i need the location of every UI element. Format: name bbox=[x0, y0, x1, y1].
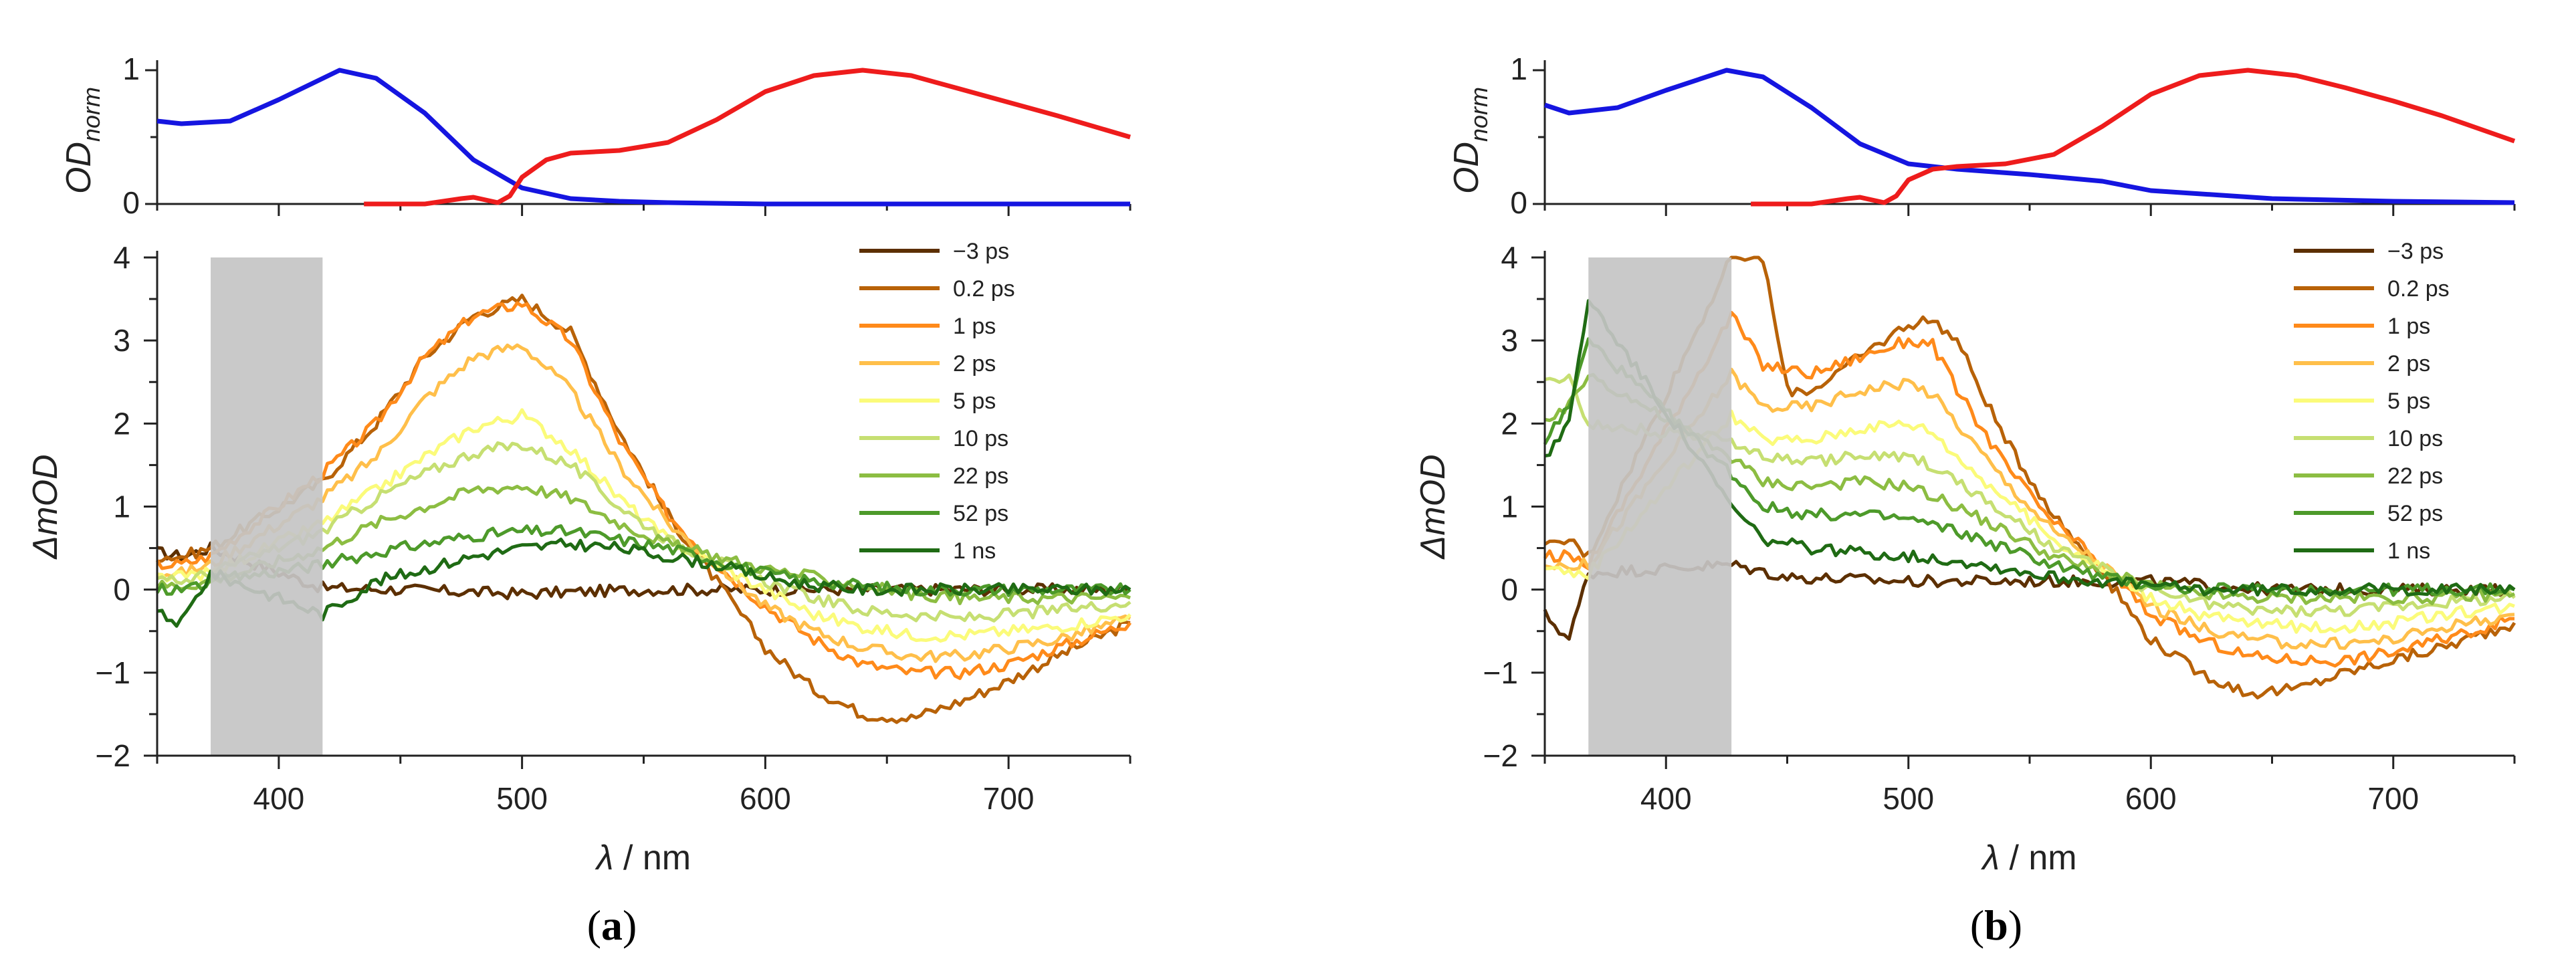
bottom-y-tick-label: 2 bbox=[1501, 406, 1518, 441]
excluded-region-box bbox=[211, 257, 323, 756]
bottom-x-tick-label: 600 bbox=[2125, 781, 2177, 816]
bottom-y-tick-label: 3 bbox=[113, 323, 130, 358]
panel-label-letter: a bbox=[601, 901, 623, 949]
bottom-x-axis-title: λ / nm bbox=[1980, 839, 2076, 877]
legend-label: 10 ps bbox=[2387, 426, 2443, 451]
top-y-axis-title-main: OD bbox=[60, 142, 98, 194]
legend-label: 22 ps bbox=[953, 463, 1008, 489]
legend-label: −3 ps bbox=[953, 239, 1009, 264]
panel-label-close: ) bbox=[623, 901, 637, 949]
top-plot: 0 1 ODnorm bbox=[1447, 51, 2516, 220]
top-series-absorption bbox=[1543, 68, 2515, 205]
bottom-y-axis-title: ΔmOD bbox=[1414, 454, 1453, 560]
legend-label: 2 ps bbox=[953, 351, 996, 376]
top-series-absorption bbox=[156, 68, 1130, 207]
bottom-x-axis-title: λ / nm bbox=[595, 839, 691, 877]
legend-label: −3 ps bbox=[2387, 239, 2444, 264]
top-series-emission bbox=[364, 68, 1131, 207]
legend-label: 1 ps bbox=[953, 314, 996, 339]
bottom-y-tick-label: 1 bbox=[113, 490, 130, 524]
legend-label: 2 ps bbox=[2387, 351, 2430, 376]
panel-label-open: ( bbox=[587, 901, 601, 949]
bottom-x-tick-label: 500 bbox=[1883, 781, 1934, 816]
bottom-y-tick-label: 0 bbox=[1501, 572, 1518, 607]
bottom-y-tick-label: 4 bbox=[113, 240, 130, 275]
x-axis-title-symbol: λ bbox=[595, 839, 614, 877]
bottom-y-tick-label: −1 bbox=[1483, 655, 1518, 690]
panel-b: 0 1 ODnorm 400 500 600 700 −2 −1 0 1 2 3 4 ΔmOD λ / nm −… bbox=[1414, 51, 2516, 949]
bottom-x-tick-label: 700 bbox=[983, 781, 1035, 816]
top-y-tick-label: 0 bbox=[1510, 185, 1527, 220]
x-axis-title-unit: / nm bbox=[2000, 839, 2077, 877]
bottom-x-tick-label: 700 bbox=[2367, 781, 2419, 816]
top-series-emission bbox=[1751, 68, 2516, 207]
top-y-axis-title-main: OD bbox=[1447, 142, 1486, 194]
top-y-axis-title-sub: norm bbox=[1465, 87, 1493, 142]
panel-label-close: ) bbox=[2008, 901, 2022, 949]
legend-label: 1 ns bbox=[2387, 538, 2430, 564]
bottom-y-tick-label: 0 bbox=[113, 572, 130, 607]
x-axis-title-symbol: λ bbox=[1980, 839, 2000, 877]
bottom-y-tick-label: −2 bbox=[96, 738, 130, 773]
legend-label: 0.2 ps bbox=[953, 276, 1015, 302]
legend-label: 52 ps bbox=[2387, 501, 2443, 526]
panel-label-open: ( bbox=[1970, 901, 1984, 949]
bottom-y-tick-label: 1 bbox=[1501, 490, 1518, 524]
legend-label: 1 ns bbox=[953, 538, 996, 564]
bottom-x-tick-label: 400 bbox=[253, 781, 305, 816]
bottom-y-tick-label: −1 bbox=[96, 655, 130, 690]
legend: −3 ps 0.2 ps 1 ps 2 ps 5 ps 10 ps 22 ps 52 ps 1 … bbox=[859, 239, 1015, 564]
bottom-plot: 400 500 600 700 −2 −1 0 1 2 3 4 ΔmOD λ / nm −3 ps 0.2 … bbox=[26, 239, 1132, 877]
bottom-x-tick-label: 600 bbox=[740, 781, 791, 816]
panel-label-letter: b bbox=[1984, 901, 2008, 949]
bottom-y-tick-label: −2 bbox=[1483, 738, 1518, 773]
bottom-x-tick-label: 400 bbox=[1640, 781, 1692, 816]
legend-label: 22 ps bbox=[2387, 463, 2443, 489]
x-axis-title-unit: / nm bbox=[614, 839, 691, 877]
panel-a: 0 1 ODnorm 400 500 600 700 −2 −1 0 1 2 3 4 ΔmOD λ / nm −… bbox=[26, 51, 1132, 949]
bottom-y-tick-label: 2 bbox=[113, 406, 130, 441]
panel-label: (b) bbox=[1970, 901, 2022, 949]
top-y-axis-title-sub: norm bbox=[78, 87, 105, 142]
top-plot: 0 1 ODnorm bbox=[60, 51, 1132, 220]
legend-label: 0.2 ps bbox=[2387, 276, 2450, 302]
top-y-tick-label: 0 bbox=[122, 185, 140, 220]
top-y-tick-label: 1 bbox=[122, 51, 140, 86]
panel-label: (a) bbox=[587, 901, 637, 949]
bottom-y-tick-label: 3 bbox=[1501, 323, 1518, 358]
excluded-region-box bbox=[1588, 257, 1732, 756]
bottom-plot: 400 500 600 700 −2 −1 0 1 2 3 4 ΔmOD λ / nm −3 ps 0.2 … bbox=[1414, 239, 2516, 877]
legend-label: 52 ps bbox=[953, 501, 1008, 526]
top-y-axis-title: ODnorm bbox=[60, 87, 105, 194]
top-y-axis-title: ODnorm bbox=[1447, 87, 1493, 194]
legend: −3 ps 0.2 ps 1 ps 2 ps 5 ps 10 ps 22 ps 52 ps 1 … bbox=[2294, 239, 2450, 564]
legend-label: 5 ps bbox=[953, 389, 996, 414]
top-y-tick-label: 1 bbox=[1510, 51, 1527, 86]
bottom-y-axis-title: ΔmOD bbox=[26, 454, 65, 560]
bottom-y-tick-label: 4 bbox=[1501, 240, 1518, 275]
legend-label: 5 ps bbox=[2387, 389, 2430, 414]
legend-label: 1 ps bbox=[2387, 314, 2430, 339]
bottom-x-tick-label: 500 bbox=[496, 781, 548, 816]
legend-label: 10 ps bbox=[953, 426, 1008, 451]
